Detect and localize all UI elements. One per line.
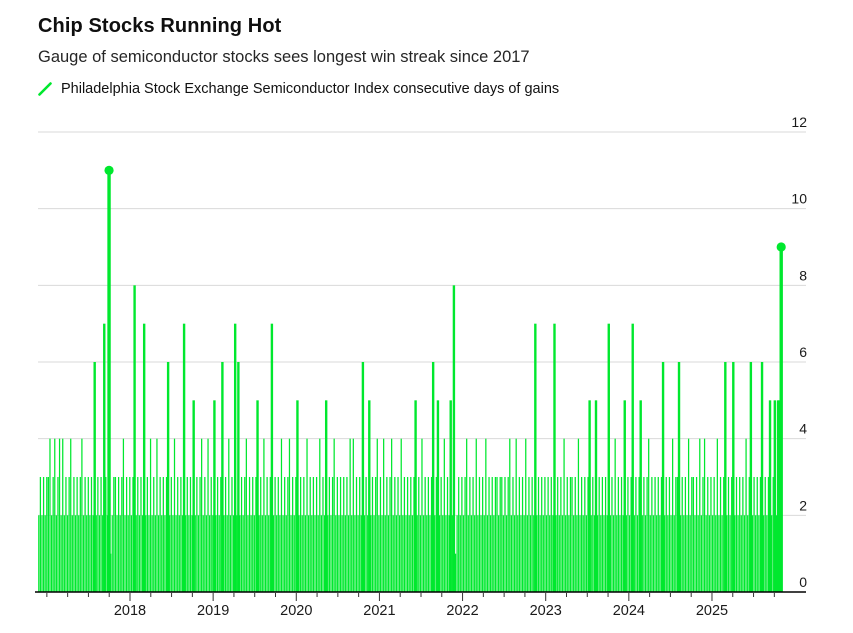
svg-text:6: 6 (799, 344, 807, 360)
svg-text:2025: 2025 (696, 603, 728, 619)
legend: Philadelphia Stock Exchange Semiconducto… (38, 81, 559, 97)
legend-label: Philadelphia Stock Exchange Semiconducto… (61, 81, 560, 97)
svg-text:10: 10 (791, 191, 807, 207)
chart-title: Chip Stocks Running Hot (38, 15, 282, 37)
svg-text:2024: 2024 (613, 603, 645, 619)
svg-text:2: 2 (799, 497, 807, 513)
svg-text:0: 0 (799, 574, 807, 590)
svg-text:12: 12 (791, 114, 807, 130)
svg-text:2018: 2018 (114, 603, 146, 619)
svg-text:8: 8 (799, 267, 807, 283)
svg-text:2022: 2022 (446, 603, 478, 619)
svg-text:2019: 2019 (197, 603, 229, 619)
svg-text:2020: 2020 (280, 603, 312, 619)
svg-text:2021: 2021 (363, 603, 395, 619)
svg-text:2023: 2023 (530, 603, 562, 619)
green-slash-series-icon (38, 82, 52, 96)
chart-header: Chip Stocks Running Hot Gauge of semicon… (38, 14, 559, 97)
chart-subtitle: Gauge of semiconductor stocks sees longe… (38, 48, 530, 66)
svg-text:4: 4 (799, 421, 807, 437)
